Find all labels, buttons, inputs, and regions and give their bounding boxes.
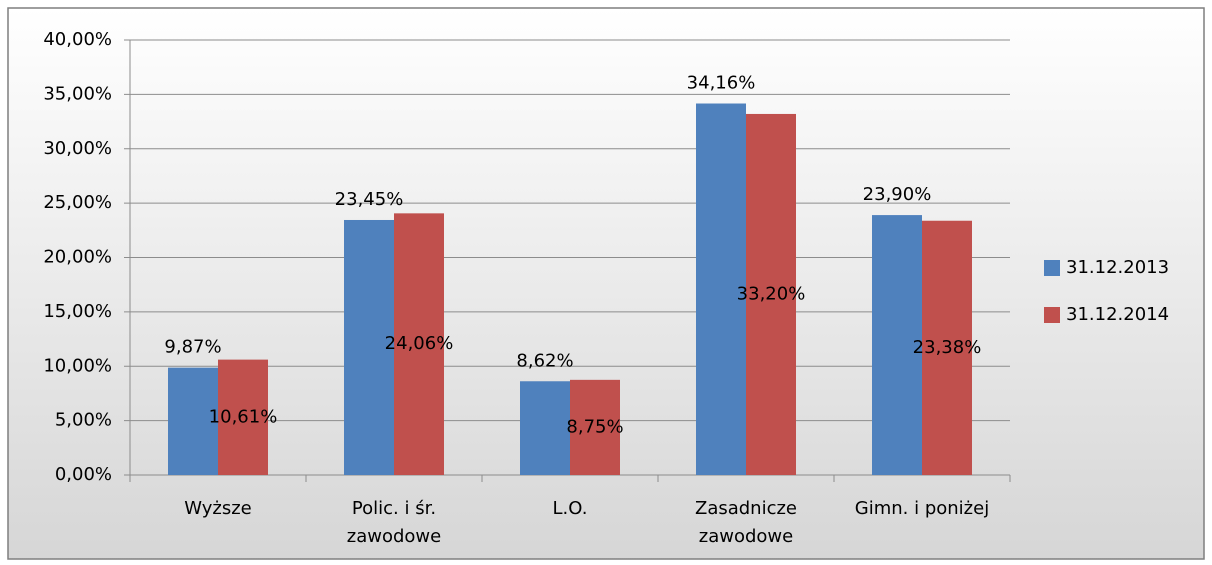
bar [922, 220, 972, 475]
chart-background [7, 7, 1205, 560]
legend-swatch [1044, 307, 1060, 323]
y-tick-label: 15,00% [43, 301, 112, 322]
y-tick-label: 20,00% [43, 247, 112, 268]
bar [570, 379, 620, 475]
data-label: 8,62% [516, 350, 573, 371]
y-tick-label: 25,00% [43, 192, 112, 213]
data-label: 10,61% [209, 406, 278, 427]
y-tick-label: 10,00% [43, 355, 112, 376]
data-label: 8,75% [566, 416, 623, 437]
bar [344, 219, 394, 475]
x-tick-label: Wyższe [184, 498, 252, 519]
data-label: 34,16% [687, 73, 756, 94]
data-label: 33,20% [737, 283, 806, 304]
bar [218, 359, 268, 475]
data-label: 24,06% [385, 333, 454, 354]
bar [520, 381, 570, 475]
x-tick-label: Gimn. i poniżej [854, 498, 990, 519]
y-tick-label: 35,00% [43, 83, 112, 104]
bar [746, 113, 796, 475]
y-tick-label: 30,00% [43, 138, 112, 159]
x-tick-label: Zasadnicze zawodowe [694, 498, 798, 547]
y-tick-label: 40,00% [43, 29, 112, 50]
legend-swatch [1044, 260, 1060, 276]
data-label: 23,38% [913, 337, 982, 358]
legend-label: 31.12.2013 [1066, 257, 1169, 278]
bar [696, 103, 746, 475]
legend-label: 31.12.2014 [1066, 304, 1169, 325]
y-tick-label: 5,00% [55, 410, 112, 431]
data-label: 23,90% [863, 184, 932, 205]
data-label: 9,87% [164, 337, 221, 358]
x-tick-label: Polic. i śr. zawodowe [346, 498, 442, 547]
bar [872, 215, 922, 475]
data-label: 23,45% [335, 189, 404, 210]
x-tick-label: L.O. [552, 498, 588, 519]
y-tick-label: 0,00% [55, 464, 112, 485]
bar [394, 213, 444, 475]
bar [168, 367, 218, 475]
